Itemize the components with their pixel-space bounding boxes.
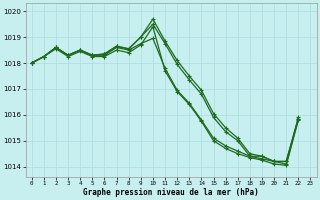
X-axis label: Graphe pression niveau de la mer (hPa): Graphe pression niveau de la mer (hPa) <box>83 188 259 197</box>
